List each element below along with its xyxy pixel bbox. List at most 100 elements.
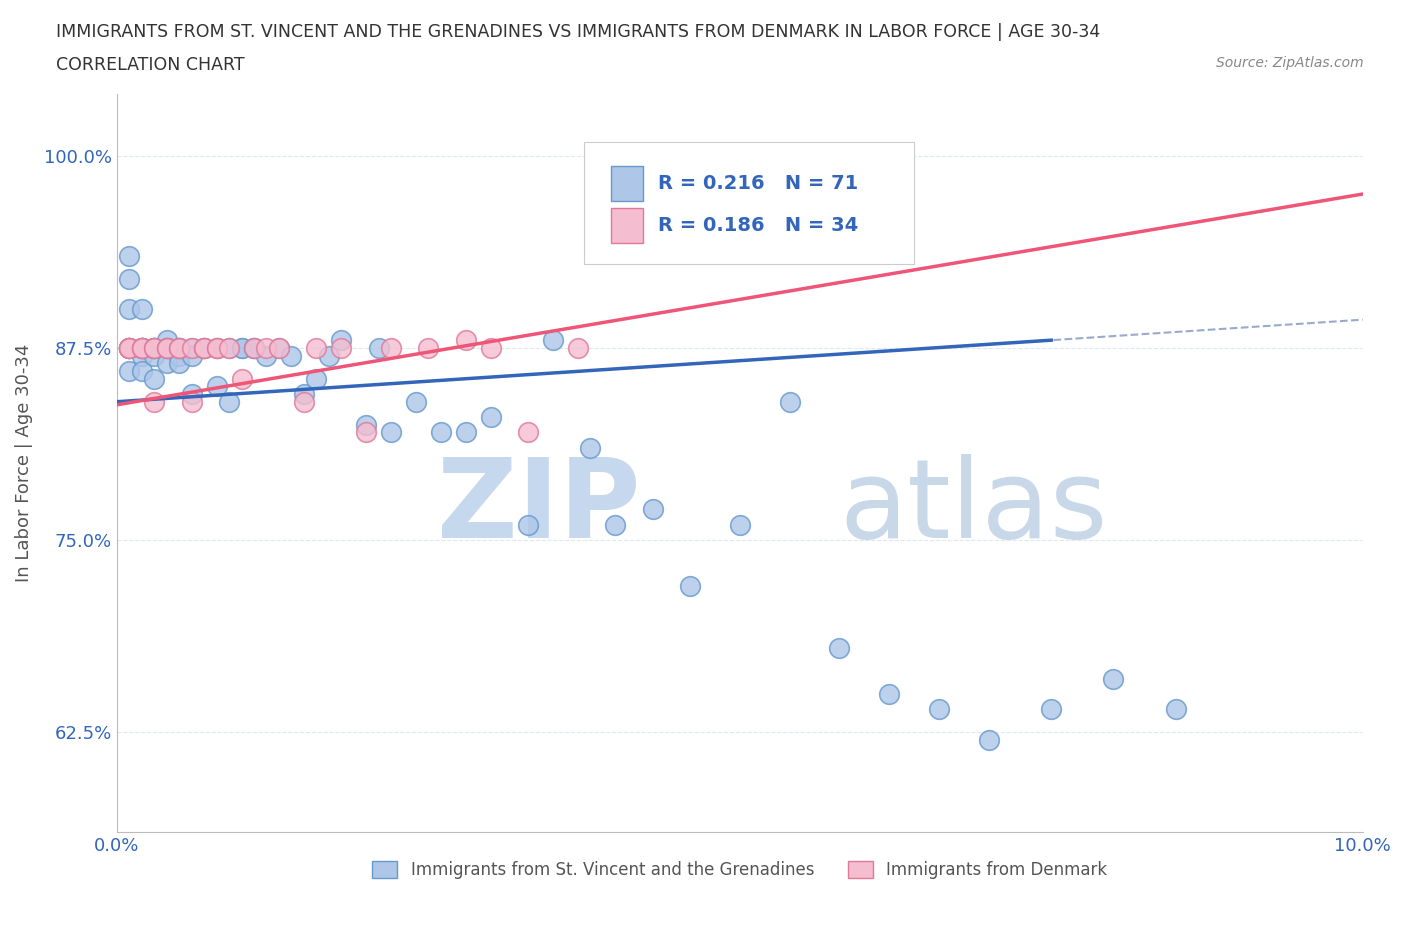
Point xyxy=(218,340,240,355)
Point xyxy=(180,340,202,355)
Text: R = 0.186   N = 34: R = 0.186 N = 34 xyxy=(658,216,858,235)
Point xyxy=(354,418,377,432)
Point xyxy=(118,340,141,355)
Point xyxy=(354,425,377,440)
Point xyxy=(143,340,166,355)
Point xyxy=(405,394,427,409)
Text: CORRELATION CHART: CORRELATION CHART xyxy=(56,56,245,73)
Point xyxy=(131,340,153,355)
Text: ZIP: ZIP xyxy=(437,454,640,561)
Point xyxy=(1164,702,1187,717)
Y-axis label: In Labor Force | Age 30-34: In Labor Force | Age 30-34 xyxy=(15,344,32,582)
Point xyxy=(305,340,328,355)
Text: IMMIGRANTS FROM ST. VINCENT AND THE GRENADINES VS IMMIGRANTS FROM DENMARK IN LAB: IMMIGRANTS FROM ST. VINCENT AND THE GREN… xyxy=(56,23,1101,41)
Point xyxy=(292,387,315,402)
Point xyxy=(517,425,540,440)
Point xyxy=(454,333,477,348)
Point xyxy=(156,340,179,355)
Point xyxy=(156,340,179,355)
Point xyxy=(430,425,453,440)
Point xyxy=(167,356,190,371)
FancyBboxPatch shape xyxy=(583,142,914,264)
Bar xyxy=(612,207,643,244)
Point xyxy=(380,425,402,440)
Point xyxy=(180,394,202,409)
Point xyxy=(231,340,253,355)
Point xyxy=(156,333,179,348)
Point xyxy=(205,340,228,355)
Point xyxy=(205,340,228,355)
Point xyxy=(243,340,266,355)
Point xyxy=(418,340,440,355)
Point xyxy=(180,348,202,363)
Point xyxy=(305,371,328,386)
Point xyxy=(193,340,215,355)
Point xyxy=(167,348,190,363)
Point xyxy=(779,394,801,409)
Point xyxy=(728,517,751,532)
Point xyxy=(193,340,215,355)
Point xyxy=(193,340,215,355)
Point xyxy=(679,578,702,593)
Point xyxy=(118,364,141,379)
Point xyxy=(131,302,153,317)
Point xyxy=(479,409,502,424)
Point xyxy=(131,340,153,355)
Point xyxy=(292,394,315,409)
Point xyxy=(143,348,166,363)
Point xyxy=(330,340,353,355)
Point xyxy=(156,356,179,371)
Point xyxy=(143,394,166,409)
Point xyxy=(1102,671,1125,686)
Point xyxy=(143,371,166,386)
Point xyxy=(318,348,340,363)
Point xyxy=(267,340,290,355)
Point xyxy=(156,340,179,355)
Point xyxy=(156,340,179,355)
Point xyxy=(243,340,266,355)
Point xyxy=(131,340,153,355)
Point xyxy=(131,348,153,363)
Point xyxy=(167,340,190,355)
Point xyxy=(167,340,190,355)
Point xyxy=(605,517,627,532)
Point xyxy=(131,340,153,355)
Point xyxy=(167,340,190,355)
Point xyxy=(156,340,179,355)
Point xyxy=(243,340,266,355)
Text: atlas: atlas xyxy=(839,454,1108,561)
Point xyxy=(579,441,602,456)
Point xyxy=(118,340,141,355)
Point xyxy=(131,340,153,355)
Point xyxy=(380,340,402,355)
Point xyxy=(167,340,190,355)
Point xyxy=(231,371,253,386)
Point xyxy=(143,340,166,355)
Point xyxy=(118,340,141,355)
Point xyxy=(180,387,202,402)
Point xyxy=(118,340,141,355)
Point xyxy=(977,733,1000,748)
Text: R = 0.216   N = 71: R = 0.216 N = 71 xyxy=(658,174,858,193)
Point xyxy=(118,248,141,263)
Point xyxy=(218,394,240,409)
Point xyxy=(131,340,153,355)
Point xyxy=(205,340,228,355)
Bar xyxy=(612,166,643,201)
Point xyxy=(118,340,141,355)
Point xyxy=(280,348,302,363)
Point xyxy=(118,302,141,317)
Point xyxy=(517,517,540,532)
Point xyxy=(541,333,564,348)
Point xyxy=(180,340,202,355)
Point xyxy=(118,272,141,286)
Point xyxy=(231,340,253,355)
Point xyxy=(928,702,950,717)
Point xyxy=(877,686,900,701)
Text: Source: ZipAtlas.com: Source: ZipAtlas.com xyxy=(1216,56,1364,70)
Point xyxy=(256,340,278,355)
Point xyxy=(143,340,166,355)
Point xyxy=(218,340,240,355)
Point xyxy=(143,340,166,355)
Point xyxy=(1040,702,1063,717)
